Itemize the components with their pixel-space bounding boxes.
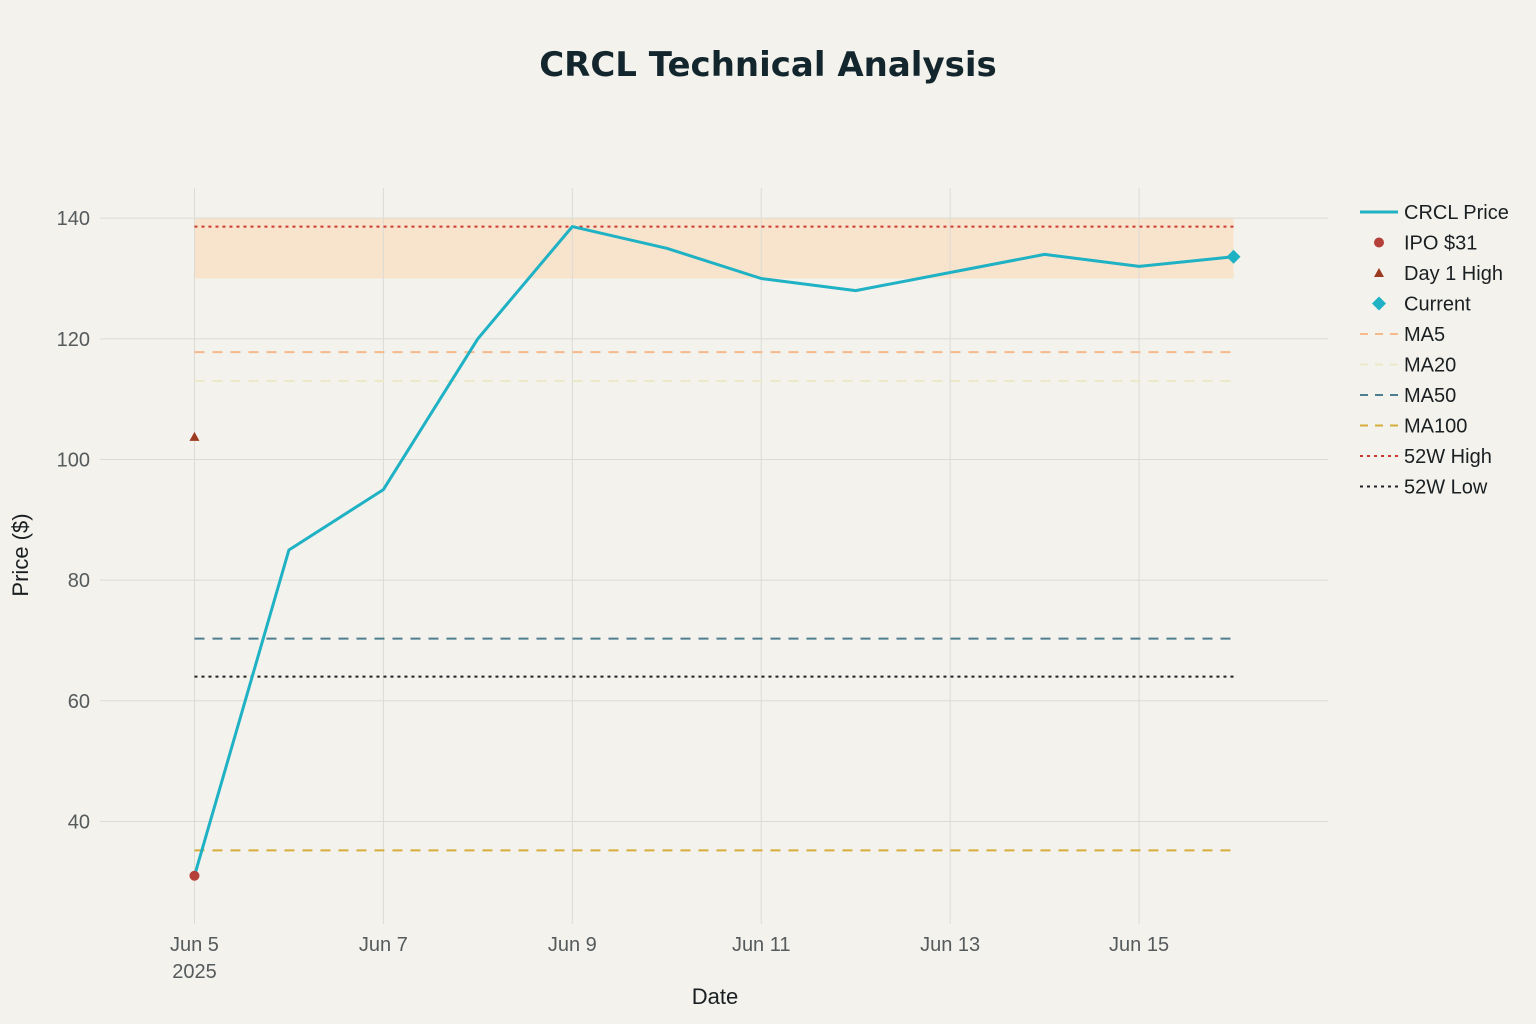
y-tick-label: 40 [68,811,90,833]
legend-swatch [1374,268,1384,277]
legend-swatch [1374,237,1384,248]
x-tick-label: Jun 7 [359,934,408,956]
x-tick-label: Jun 15 [1109,934,1169,956]
legend-label: 52W High [1404,446,1492,468]
series-line-crcl-price [193,225,1234,877]
legend-label: MA100 [1404,416,1467,438]
legend-item-ma100[interactable]: MA100 [1360,416,1467,438]
marker-ipo-31 [189,870,200,881]
legend-label: Current [1404,294,1471,316]
legend-label: IPO $31 [1404,233,1477,255]
legend-label: MA50 [1404,385,1456,407]
shaded-band-layer [194,218,1234,279]
y-tick-label: 80 [68,570,90,592]
legend-swatch [1372,296,1386,311]
legend-item-ipo-31[interactable]: IPO $31 [1374,233,1477,255]
legend-label: MA5 [1404,324,1445,346]
y-tick-label: 140 [57,208,90,230]
y-tick-label: 60 [68,691,90,713]
legend-item-52w-high[interactable]: 52W High [1360,446,1492,468]
x-tick-labels: Jun 5 2025 Jun 7 Jun 9 Jun 11 Jun 13 Jun 15 [170,934,1169,983]
legend-label: 52W Low [1404,477,1488,499]
x-tick-sublabel: 2025 [172,961,217,983]
x-axis-title: Date [692,984,738,1009]
y-tick-label: 100 [57,449,90,471]
legend-item-ma5[interactable]: MA5 [1360,324,1445,346]
series-layer [193,225,1234,877]
legend-item-52w-low[interactable]: 52W Low [1360,477,1488,499]
chart-title: CRCL Technical Analysis [539,45,997,85]
grid-layer [100,188,1328,924]
legend-label: MA20 [1404,355,1456,377]
marker-current [1226,249,1241,264]
legend-item-crcl-price[interactable]: CRCL Price [1360,202,1509,224]
marker-day-1-high [189,431,200,441]
legend-label: CRCL Price [1404,202,1509,224]
legend-item-current[interactable]: Current [1372,294,1471,316]
y-tick-labels: 40 60 80 100 120 140 [57,208,90,833]
x-tick-label: Jun 9 [548,934,597,956]
legend: CRCL Price IPO $31 Day 1 High Current MA5 MA2… [1360,202,1509,499]
y-axis-title: Price ($) [8,513,33,596]
markers-layer [189,249,1241,881]
legend-label: Day 1 High [1404,263,1503,285]
legend-item-ma50[interactable]: MA50 [1360,385,1456,407]
x-tick-label: Jun 11 [732,934,791,956]
legend-item-ma20[interactable]: MA20 [1360,355,1456,377]
x-tick-label: Jun 5 [170,934,219,956]
y-tick-label: 120 [57,329,90,351]
x-tick-label: Jun 13 [920,934,980,956]
legend-item-day-1-high[interactable]: Day 1 High [1374,263,1503,285]
reference-lines-layer [194,225,1234,852]
resistance-band [194,218,1234,279]
